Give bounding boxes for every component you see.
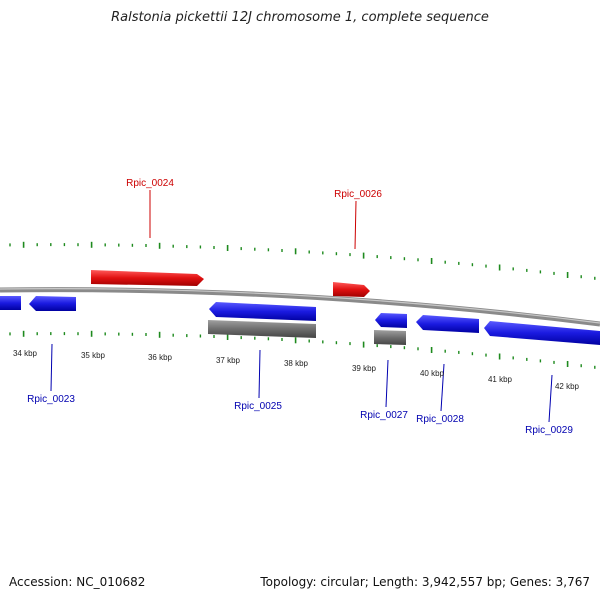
gene-rpic-0023[interactable]	[29, 296, 76, 311]
gene-rpic-0028[interactable]	[416, 315, 479, 333]
callout-line-rpic-0026	[354, 200, 357, 250]
gene-rpic-0024[interactable]	[91, 270, 204, 286]
accession-text: Accession: NC_010682	[9, 575, 146, 589]
callout-line-rpic-0028	[440, 363, 445, 412]
feature-grey-0027[interactable]	[374, 330, 406, 345]
scale-label-36kbp: 36 kbp	[148, 353, 173, 362]
scale-label-34kbp: 34 kbp	[13, 349, 38, 358]
gene-rpic-0026[interactable]	[333, 282, 370, 297]
gene-label-rpic-0028[interactable]: Rpic_0028	[416, 414, 464, 425]
scale-label-39kbp: 39 kbp	[352, 364, 377, 373]
gene-rpic-0029[interactable]	[484, 321, 600, 345]
gene-rpic-0027[interactable]	[375, 313, 407, 328]
chromosome-backbone	[0, 287, 600, 327]
callout-line-rpic-0025	[258, 349, 261, 399]
feature-grey-0025[interactable]	[208, 320, 316, 338]
gene-label-rpic-0025[interactable]: Rpic_0025	[234, 401, 282, 412]
map-title: Ralstonia pickettii 12J chromosome 1, co…	[111, 10, 489, 25]
scale-label-38kbp: 38 kbp	[284, 359, 309, 368]
callout-line-rpic-0029	[548, 374, 553, 423]
gene-label-rpic-0023[interactable]: Rpic_0023	[27, 394, 75, 405]
gene-rpic-0025[interactable]	[209, 302, 316, 321]
scale-label-40kbp: 40 kbp	[420, 369, 445, 378]
gene-label-rpic-0024[interactable]: Rpic_0024	[126, 178, 174, 189]
scale-label-35kbp: 35 kbp	[81, 351, 106, 360]
topology-summary-text: Topology: circular; Length: 3,942,557 bp…	[260, 575, 590, 589]
minus-strand-tick-row	[9, 330, 596, 369]
chromosome-backbone-highlight	[0, 288, 600, 324]
scale-label-41kbp: 41 kbp	[488, 375, 513, 384]
gene-label-rpic-0026[interactable]: Rpic_0026	[334, 189, 382, 200]
gene-rpic-0022-partial[interactable]	[0, 296, 21, 310]
gene-label-rpic-0029[interactable]: Rpic_0029	[525, 425, 573, 436]
callout-line-rpic-0023	[50, 343, 53, 392]
scale-label-37kbp: 37 kbp	[216, 356, 241, 365]
scale-label-42kbp: 42 kbp	[555, 382, 580, 391]
plus-strand-tick-row	[9, 241, 596, 280]
gene-label-rpic-0027[interactable]: Rpic_0027	[360, 410, 408, 421]
callout-line-rpic-0027	[385, 359, 389, 408]
